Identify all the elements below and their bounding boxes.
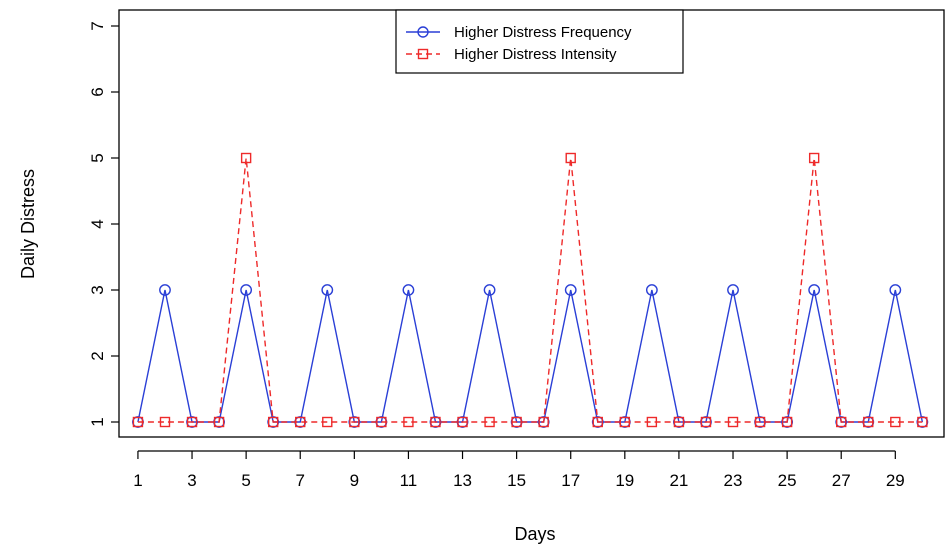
x-tick-label: 11 <box>400 471 418 490</box>
data-point <box>565 152 576 164</box>
data-point <box>511 416 522 428</box>
data-point <box>619 416 631 428</box>
legend-label: Higher Distress Intensity <box>454 46 617 63</box>
data-point <box>213 416 225 428</box>
x-tick-label: 23 <box>724 471 743 490</box>
legend-marker-circle-icon <box>417 26 429 38</box>
y-tick-label: 6 <box>88 87 107 96</box>
y-axis: 1 2 3 4 5 6 7 <box>88 21 119 427</box>
data-point <box>673 416 685 428</box>
data-point <box>484 416 495 428</box>
legend-label: Higher Distress Frequency <box>454 24 632 41</box>
data-point <box>132 416 144 428</box>
x-tick-label: 1 <box>133 471 142 490</box>
data-point <box>592 416 603 428</box>
data-point <box>321 284 334 296</box>
x-tick-label: 19 <box>615 471 634 490</box>
legend-item: Higher Distress Frequency <box>406 24 632 41</box>
data-point <box>403 416 414 428</box>
x-tick-label: 25 <box>778 471 797 490</box>
data-point <box>457 416 468 428</box>
x-axis-label: Days <box>514 524 555 544</box>
legend-box <box>395 9 684 74</box>
data-point <box>564 284 577 296</box>
data-point <box>483 284 496 296</box>
data-point <box>917 416 928 428</box>
data-point <box>322 416 333 428</box>
data-point <box>727 416 739 428</box>
data-point <box>863 416 874 428</box>
data-point <box>159 416 171 428</box>
data-point <box>430 416 441 428</box>
y-tick-label: 1 <box>88 417 107 426</box>
x-tick-label: 15 <box>507 471 526 490</box>
y-tick-label: 2 <box>88 351 107 360</box>
x-tick-label: 5 <box>241 471 250 490</box>
x-tick-label: 3 <box>187 471 196 490</box>
data-point <box>808 152 820 164</box>
y-tick-label: 7 <box>88 21 107 30</box>
data-point <box>402 284 415 296</box>
data-point <box>808 284 821 296</box>
x-tick-label: 9 <box>350 471 359 490</box>
data-point <box>727 284 739 296</box>
data-point <box>349 416 360 428</box>
data-point <box>159 284 171 296</box>
data-point <box>889 284 902 296</box>
x-tick-label: 17 <box>561 471 580 490</box>
x-tick-label: 29 <box>886 471 905 490</box>
data-point <box>267 416 279 428</box>
x-axis: 1 3 5 7 9 11 13 15 17 19 21 23 25 27 29 <box>133 450 905 490</box>
series-layer <box>132 152 929 428</box>
series-line <box>137 157 923 423</box>
x-tick-label: 21 <box>669 471 688 490</box>
x-tick-label: 7 <box>295 471 304 490</box>
data-point <box>645 284 658 296</box>
x-tick-label: 13 <box>453 471 472 490</box>
legend: Higher Distress Frequency Higher Distress… <box>395 9 684 74</box>
data-point <box>754 416 766 428</box>
data-point <box>700 416 712 428</box>
data-point <box>295 416 306 428</box>
y-axis-label: Daily Distress <box>18 169 38 279</box>
data-point <box>240 284 253 296</box>
data-point <box>781 416 793 428</box>
y-tick-label: 3 <box>88 285 107 294</box>
legend-item: Higher Distress Intensity <box>406 46 617 63</box>
y-tick-label: 4 <box>88 219 107 228</box>
data-point <box>890 416 901 428</box>
data-point <box>646 416 658 428</box>
data-point <box>836 416 847 428</box>
data-point <box>376 416 387 428</box>
data-point <box>240 152 252 164</box>
series-1 <box>132 284 929 428</box>
data-point <box>186 416 198 428</box>
x-tick-label: 27 <box>832 471 851 490</box>
series-line <box>137 289 924 423</box>
y-tick-label: 5 <box>88 153 107 162</box>
series-2 <box>132 152 928 428</box>
data-point <box>538 416 549 428</box>
legend-marker-square-icon <box>417 48 429 60</box>
